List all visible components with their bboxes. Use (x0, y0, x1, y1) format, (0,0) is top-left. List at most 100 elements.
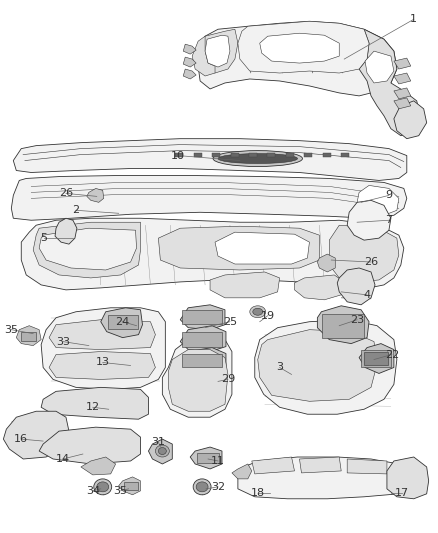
Polygon shape (81, 457, 116, 475)
Text: 31: 31 (152, 437, 166, 447)
Ellipse shape (94, 479, 112, 495)
Polygon shape (183, 69, 196, 79)
Polygon shape (300, 457, 341, 473)
Text: 13: 13 (96, 358, 110, 367)
Polygon shape (252, 457, 294, 474)
Ellipse shape (218, 154, 297, 164)
Text: 7: 7 (385, 215, 392, 225)
Polygon shape (180, 348, 226, 373)
Bar (194, 152, 201, 157)
Polygon shape (394, 58, 411, 69)
Polygon shape (101, 308, 142, 337)
Bar (361, 350, 391, 367)
Polygon shape (347, 459, 387, 474)
Text: 16: 16 (14, 434, 28, 444)
Polygon shape (294, 275, 344, 300)
Polygon shape (192, 36, 215, 76)
Text: 33: 33 (56, 337, 70, 346)
Polygon shape (205, 35, 230, 67)
Polygon shape (238, 457, 414, 499)
Text: 34: 34 (86, 486, 100, 496)
Bar (182, 310, 222, 324)
Text: 10: 10 (171, 151, 185, 160)
Polygon shape (183, 57, 196, 67)
Polygon shape (394, 73, 411, 84)
Polygon shape (16, 326, 41, 345)
Ellipse shape (155, 445, 170, 457)
Polygon shape (11, 175, 407, 220)
Polygon shape (119, 477, 141, 495)
Bar (323, 152, 331, 157)
Polygon shape (183, 44, 196, 54)
Text: 17: 17 (395, 488, 409, 498)
Text: 29: 29 (221, 374, 235, 384)
Polygon shape (318, 254, 335, 272)
Bar (364, 352, 388, 366)
Polygon shape (200, 29, 238, 73)
Text: 14: 14 (56, 454, 70, 464)
Text: 3: 3 (276, 362, 283, 373)
Polygon shape (357, 185, 399, 215)
Bar (341, 152, 349, 157)
Polygon shape (168, 350, 228, 411)
Polygon shape (394, 88, 411, 99)
Bar (268, 152, 276, 157)
Bar (108, 315, 138, 329)
Text: 18: 18 (251, 488, 265, 498)
Polygon shape (359, 29, 421, 136)
Text: 24: 24 (116, 317, 130, 327)
Bar (182, 332, 222, 346)
Polygon shape (198, 21, 397, 96)
Polygon shape (87, 188, 104, 203)
Polygon shape (318, 306, 369, 344)
Ellipse shape (250, 306, 266, 318)
Ellipse shape (196, 482, 208, 492)
Text: 1: 1 (410, 14, 417, 25)
Polygon shape (180, 326, 226, 352)
Text: 5: 5 (41, 233, 48, 243)
Text: 4: 4 (364, 290, 371, 300)
Polygon shape (255, 320, 397, 414)
Polygon shape (39, 228, 137, 270)
Polygon shape (232, 464, 252, 479)
Text: 9: 9 (385, 190, 392, 200)
Polygon shape (180, 305, 225, 330)
Polygon shape (394, 101, 427, 139)
Polygon shape (258, 330, 377, 401)
Text: 35: 35 (4, 325, 18, 335)
Ellipse shape (213, 151, 303, 166)
Polygon shape (159, 226, 319, 270)
Text: 19: 19 (261, 311, 275, 321)
Polygon shape (148, 439, 172, 464)
Text: 22: 22 (385, 350, 399, 360)
Bar (322, 314, 364, 337)
Text: 35: 35 (113, 486, 127, 496)
Polygon shape (365, 51, 394, 83)
Polygon shape (13, 139, 407, 181)
Polygon shape (329, 225, 399, 282)
Polygon shape (49, 320, 155, 350)
Bar (249, 152, 257, 157)
Polygon shape (387, 457, 429, 499)
Ellipse shape (97, 482, 109, 492)
Text: 26: 26 (59, 188, 73, 198)
Bar (21, 332, 36, 341)
Text: 12: 12 (86, 402, 100, 412)
Polygon shape (190, 447, 222, 469)
Text: 32: 32 (211, 482, 225, 492)
Polygon shape (394, 98, 411, 109)
Ellipse shape (159, 448, 166, 455)
Bar (124, 482, 138, 490)
Polygon shape (238, 21, 369, 73)
Polygon shape (337, 268, 375, 305)
Polygon shape (210, 272, 279, 298)
Text: 23: 23 (350, 314, 364, 325)
Polygon shape (49, 352, 155, 379)
Bar (286, 152, 294, 157)
Polygon shape (359, 344, 394, 374)
Polygon shape (260, 33, 339, 63)
Polygon shape (162, 336, 232, 417)
Polygon shape (21, 218, 404, 290)
Text: 2: 2 (72, 205, 79, 215)
Polygon shape (33, 222, 141, 278)
